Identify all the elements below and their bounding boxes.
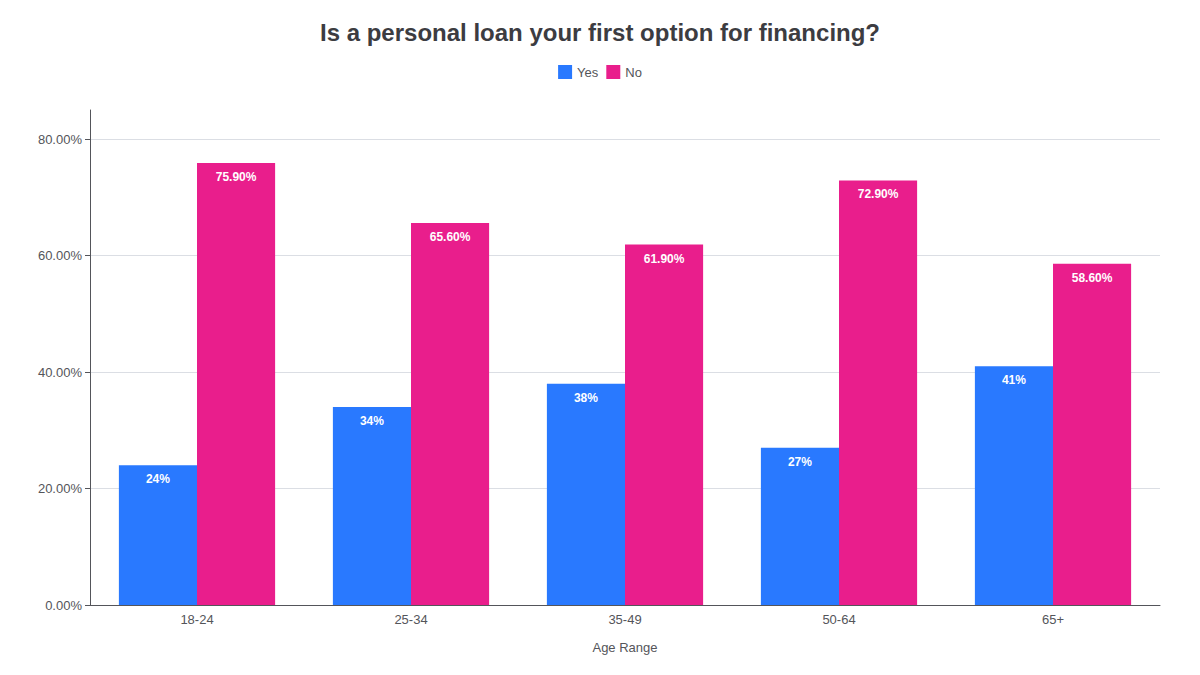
svg-text:35-49: 35-49 <box>608 612 641 627</box>
svg-text:25-34: 25-34 <box>394 612 427 627</box>
svg-text:65.60%: 65.60% <box>430 230 471 244</box>
svg-text:60.00%: 60.00% <box>38 248 83 263</box>
svg-text:41%: 41% <box>1002 373 1026 387</box>
svg-text:65+: 65+ <box>1042 612 1064 627</box>
svg-text:72.90%: 72.90% <box>858 187 899 201</box>
svg-text:27%: 27% <box>788 455 812 469</box>
svg-text:20.00%: 20.00% <box>38 481 83 496</box>
svg-text:18-24: 18-24 <box>180 612 213 627</box>
svg-text:Age Range: Age Range <box>592 640 657 655</box>
svg-text:58.60%: 58.60% <box>1072 271 1113 285</box>
svg-text:Yes: Yes <box>577 65 599 80</box>
svg-text:75.90%: 75.90% <box>216 170 257 184</box>
svg-text:50-64: 50-64 <box>822 612 855 627</box>
svg-text:No: No <box>625 65 642 80</box>
svg-text:38%: 38% <box>574 391 598 405</box>
svg-text:61.90%: 61.90% <box>644 252 685 266</box>
svg-text:24%: 24% <box>146 472 170 486</box>
svg-text:Is a personal loan your first: Is a personal loan your first option for… <box>320 19 880 46</box>
svg-text:0.00%: 0.00% <box>45 598 82 613</box>
svg-text:80.00%: 80.00% <box>38 132 83 147</box>
svg-text:40.00%: 40.00% <box>38 365 83 380</box>
svg-text:34%: 34% <box>360 414 384 428</box>
